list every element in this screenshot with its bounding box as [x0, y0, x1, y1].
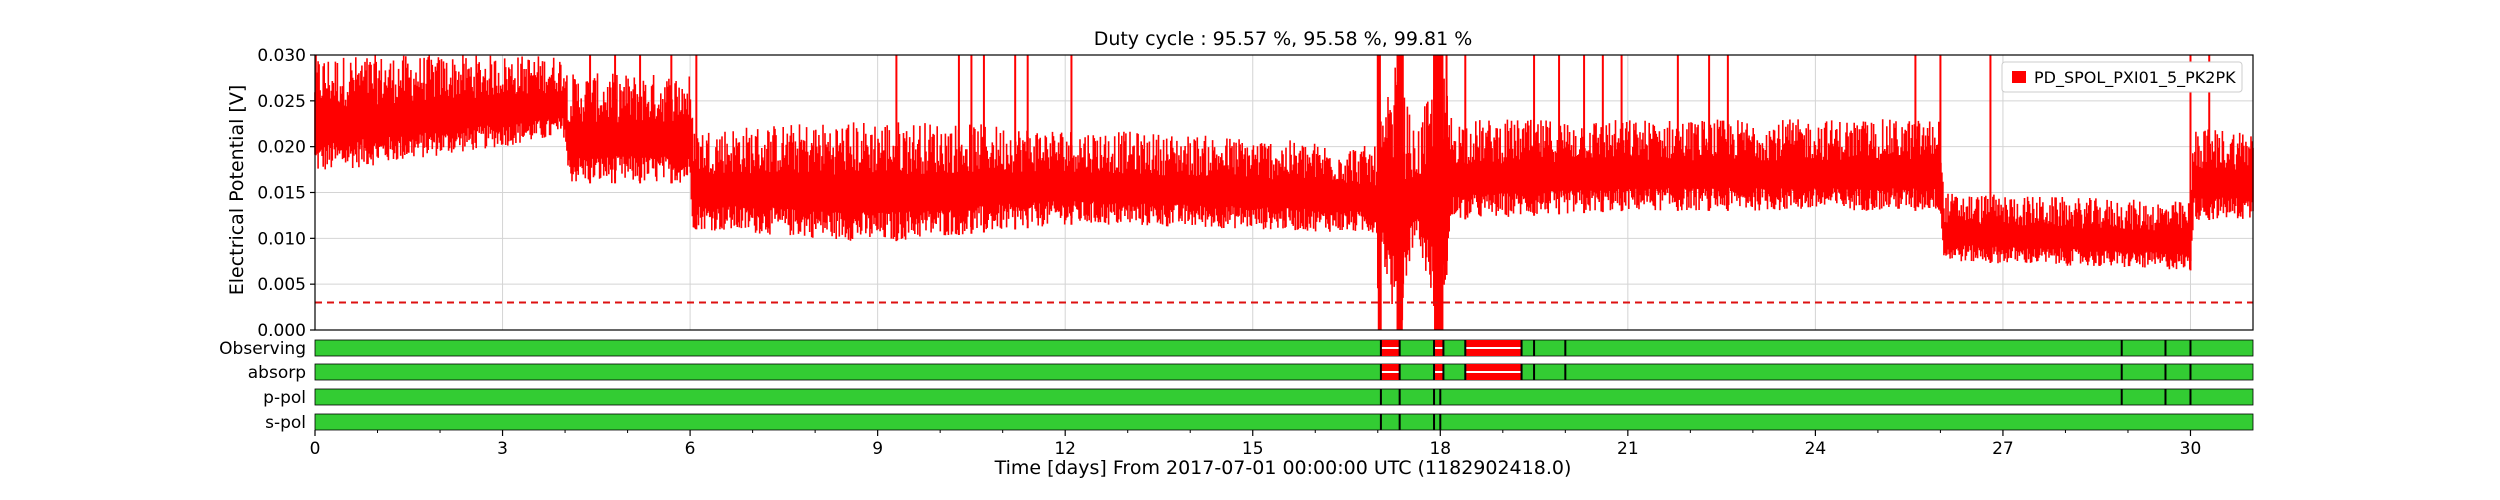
y-tick-label: 0.030 — [257, 46, 306, 66]
x-axis-label: Time [days] From 2017-07-01 00:00:00 UTC… — [994, 457, 1572, 479]
legend-swatch — [2012, 71, 2026, 83]
x-tick-label: 9 — [872, 439, 883, 459]
chart-title: Duty cycle : 95.57 %, 95.58 %, 99.81 % — [1094, 28, 1473, 50]
state-bar-on — [314, 388, 2254, 406]
legend-label: PD_SPOL_PXI01_5_PK2PK — [2034, 68, 2236, 88]
x-tick-label: 24 — [1805, 439, 1827, 459]
state-label: absorp — [248, 363, 306, 383]
state-label: p-pol — [263, 388, 306, 408]
x-tick-label: 6 — [685, 439, 696, 459]
y-tick-label: 0.025 — [257, 92, 306, 112]
state-bars: Observing absorp p-pol s-pol — [219, 339, 2254, 433]
series-dropout — [1396, 55, 1403, 330]
y-tick-labels: 0.000 0.005 0.010 0.015 0.020 0.025 0.030 — [257, 46, 315, 341]
state-label: s-pol — [265, 413, 306, 433]
state-bar-on — [314, 363, 2254, 381]
series-dropout — [1434, 55, 1444, 330]
y-tick-label: 0.005 — [257, 275, 306, 295]
y-tick-label: 0.000 — [257, 321, 306, 341]
x-tick-label: 27 — [1992, 439, 2014, 459]
x-tick-label: 12 — [1054, 439, 1076, 459]
x-tick-label: 30 — [2180, 439, 2202, 459]
state-bar-on — [314, 413, 2254, 431]
y-tick-label: 0.020 — [257, 138, 306, 158]
y-axis-label: Electrical Potential [V] — [226, 85, 248, 295]
series-dropout — [1377, 55, 1381, 330]
state-row: absorp — [248, 363, 2254, 383]
state-row: p-pol — [263, 388, 2254, 408]
x-tick-label: 0 — [310, 439, 321, 459]
legend-box — [2001, 61, 2243, 93]
series-layer — [314, 55, 2254, 330]
y-tick-label: 0.015 — [257, 184, 306, 204]
state-bar-on — [314, 339, 2254, 357]
x-tick-labels: 0 3 6 9 12 15 18 21 24 27 30 — [310, 430, 2202, 459]
x-tick-label: 3 — [497, 439, 508, 459]
x-tick-label: 18 — [1429, 439, 1451, 459]
legend: PD_SPOL_PXI01_5_PK2PK — [2001, 61, 2243, 93]
x-tick-label: 15 — [1242, 439, 1264, 459]
state-row: s-pol — [265, 413, 2254, 433]
x-tick-label: 21 — [1617, 439, 1639, 459]
state-label: Observing — [219, 339, 306, 359]
state-row: Observing — [219, 339, 2254, 359]
y-tick-label: 0.010 — [257, 229, 306, 249]
